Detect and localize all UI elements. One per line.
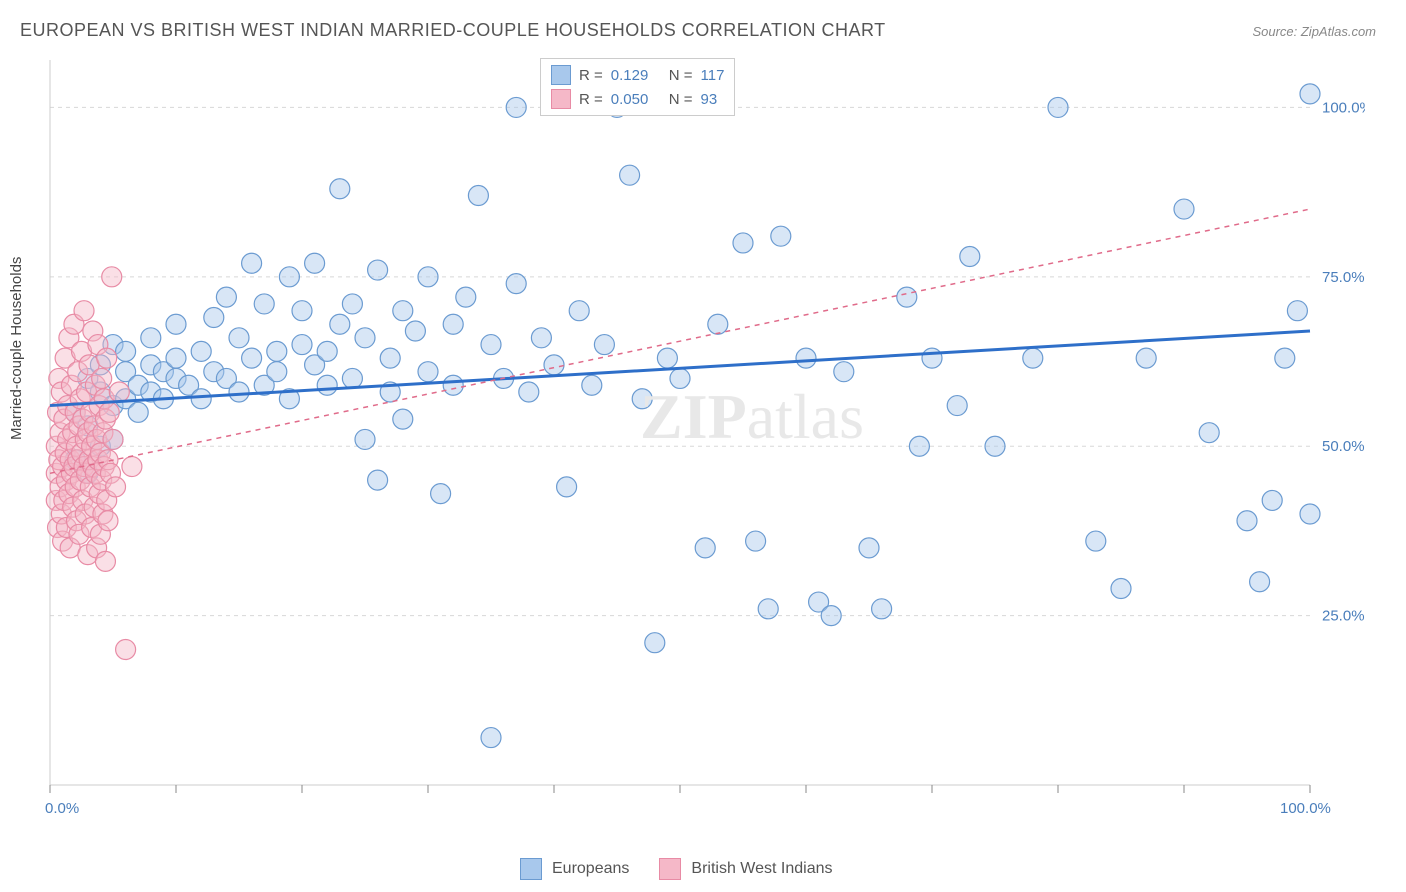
stats-row: R = 0.050 N = 93 [551, 87, 724, 111]
legend-label: British West Indians [691, 860, 832, 878]
r-value: 0.050 [611, 91, 661, 108]
chart-container: EUROPEAN VS BRITISH WEST INDIAN MARRIED-… [0, 0, 1406, 892]
n-value: 117 [701, 67, 725, 84]
n-label: N = [669, 67, 693, 84]
chart-area: 25.0% 50.0% 75.0% 100.0% [45, 55, 1365, 815]
chart-title: EUROPEAN VS BRITISH WEST INDIAN MARRIED-… [20, 20, 886, 41]
legend-swatch [551, 89, 571, 109]
stats-legend: R = 0.129 N = 117 R = 0.050 N = 93 [540, 58, 735, 116]
svg-text:25.0%: 25.0% [1322, 608, 1365, 625]
r-value: 0.129 [611, 67, 661, 84]
svg-text:100.0%: 100.0% [1322, 99, 1365, 116]
stats-row: R = 0.129 N = 117 [551, 63, 724, 87]
series-legend: Europeans British West Indians [520, 858, 852, 880]
legend-swatch [659, 858, 681, 880]
svg-text:75.0%: 75.0% [1322, 269, 1365, 286]
r-label: R = [579, 67, 603, 84]
n-label: N = [669, 91, 693, 108]
x-tick-label: 100.0% [1280, 800, 1331, 817]
scatter-plot: 25.0% 50.0% 75.0% 100.0% [45, 55, 1365, 815]
r-label: R = [579, 91, 603, 108]
svg-text:50.0%: 50.0% [1322, 438, 1365, 455]
legend-label: Europeans [552, 860, 629, 878]
y-axis-label: Married-couple Households [8, 257, 25, 440]
legend-swatch [520, 858, 542, 880]
n-value: 93 [701, 91, 718, 108]
x-tick-label: 0.0% [45, 800, 79, 817]
source-attribution: Source: ZipAtlas.com [1252, 24, 1376, 39]
legend-swatch [551, 65, 571, 85]
